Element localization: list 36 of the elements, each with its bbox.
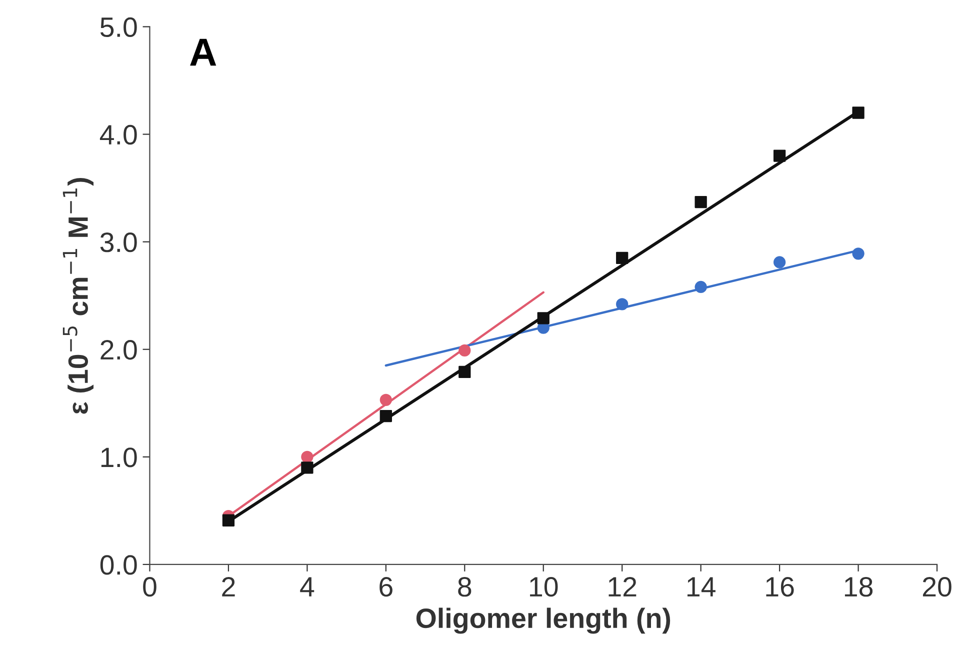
point [694, 196, 707, 208]
x-tick-label: 8 [458, 577, 472, 597]
y-axis-title: ε (10$^{−5}$ cm$^{−1}$ M$^{−1}$) [62, 178, 94, 414]
point [301, 450, 314, 463]
point [301, 462, 314, 474]
x-tick-label: 16 [766, 577, 794, 597]
x-tick-label: 14 [688, 577, 716, 596]
x-axis-title: Oligomer length (n) [416, 608, 670, 634]
x-tick-label: 4 [300, 577, 314, 596]
x-tick-label: 2 [222, 577, 235, 596]
y-tick-label: 5.0 [100, 17, 137, 38]
point [694, 280, 707, 294]
x-tick-label: 6 [380, 577, 392, 597]
y-tick-label: 0.0 [100, 555, 137, 575]
x-tick-label: 0 [143, 577, 156, 597]
x-tick-label: 12 [608, 577, 636, 596]
point [458, 344, 471, 357]
point [852, 106, 864, 119]
point [222, 514, 235, 526]
point [773, 150, 786, 162]
y-tick-label: 4.0 [100, 124, 137, 145]
point [852, 248, 864, 260]
point [616, 298, 628, 310]
x-tick-label: 18 [844, 577, 873, 597]
y-tick-label: 3.0 [100, 232, 137, 252]
point [380, 410, 392, 422]
x-tick-label: 10 [530, 577, 558, 597]
point [773, 256, 786, 268]
y-tick-label: 1.0 [101, 448, 137, 468]
point [458, 366, 471, 378]
chart-title: A [190, 38, 216, 66]
point [616, 252, 628, 264]
x-tick-label: 20 [922, 577, 952, 597]
y-tick-label: 2.0 [100, 340, 137, 360]
point [380, 394, 392, 406]
point [537, 312, 550, 324]
